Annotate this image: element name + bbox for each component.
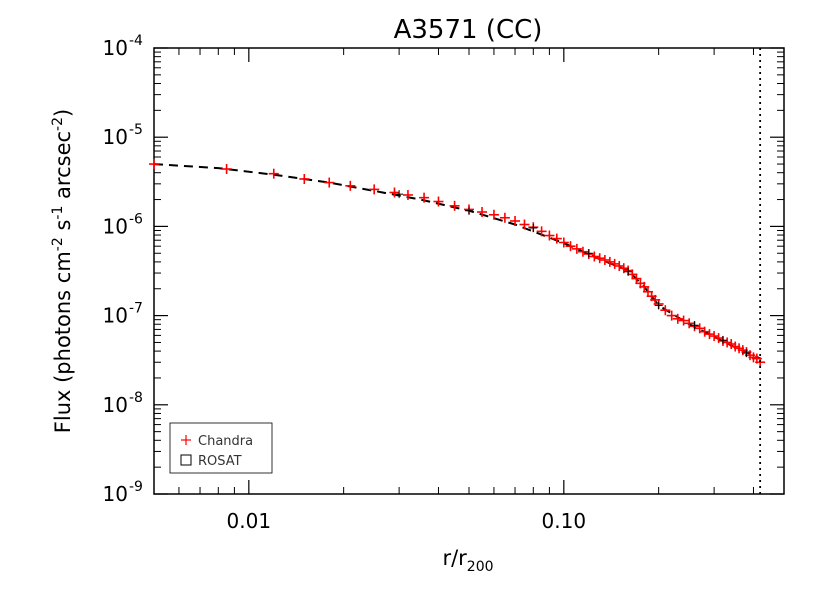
chandra-point: [609, 258, 620, 269]
chandra-point: [369, 184, 380, 195]
chandra-point: [684, 318, 695, 329]
rosat-point: [465, 206, 473, 215]
chandra-point: [678, 315, 689, 326]
y-axis-label-text: ): [51, 109, 75, 117]
legend-item-rosat: ROSAT: [180, 454, 242, 469]
chandra-point: [666, 310, 677, 321]
y-tick-label: 10: [103, 36, 128, 60]
y-axis-label-text: s: [51, 220, 75, 238]
chandra-point: [345, 180, 356, 191]
y-tick-label: 10: [103, 214, 128, 238]
x-tick-label: 0.01: [227, 509, 272, 533]
y-tick-exponent: -8: [129, 390, 143, 406]
y-tick-exponent: -6: [129, 211, 143, 227]
chandra-point: [389, 187, 400, 198]
x-tick-label: 0.10: [542, 509, 587, 533]
chandra-point: [571, 243, 582, 254]
rosat-point: [690, 321, 699, 330]
chandra-point: [699, 326, 710, 337]
y-axis-label-exponent: -1: [50, 206, 66, 220]
chandra-point: [510, 215, 521, 226]
y-axis-label-exponent: -2: [50, 117, 66, 131]
legend-item-chandra: Chandra: [181, 434, 253, 449]
chandra-point: [536, 226, 547, 237]
rosat-point: [718, 336, 727, 345]
chandra-point: [599, 255, 610, 266]
y-tick-label: 10: [103, 482, 128, 506]
chandra-point: [402, 189, 413, 200]
chandra-point: [544, 230, 555, 241]
x-axis-label: r/r200: [442, 546, 493, 575]
chandra-point: [594, 253, 605, 264]
chandra-point: [519, 219, 530, 230]
chandra-point: [449, 200, 460, 211]
y-axis-label-exponent: -2: [50, 237, 66, 251]
data-points-layer: [149, 159, 766, 368]
y-tick-exponent: -9: [129, 479, 143, 495]
rosat-point: [742, 349, 751, 358]
rosat-point: [624, 267, 633, 276]
chandra-point: [221, 164, 232, 175]
legend-label: ROSAT: [198, 454, 242, 469]
chandra-point: [755, 357, 766, 368]
chandra-point: [558, 237, 569, 248]
chandra-point: [499, 212, 510, 223]
rosat-point: [395, 190, 404, 199]
rosat-point: [584, 249, 593, 258]
chandra-point: [324, 177, 335, 188]
y-tick-exponent: -4: [129, 33, 143, 49]
chandra-point: [577, 246, 588, 257]
chandra-point: [660, 305, 671, 316]
chandra-point: [433, 196, 444, 207]
chandra-point: [565, 241, 576, 252]
rosat-point: [654, 301, 663, 310]
chandra-point: [604, 256, 615, 267]
y-tick-label: 10: [103, 393, 128, 417]
axis-ticks: 10-910-810-710-610-510 -40.01 0.10: [103, 33, 784, 533]
chandra-point: [672, 313, 683, 324]
chandra-point: [551, 233, 562, 244]
y-tick-label: 10: [103, 304, 128, 328]
chandra-point: [488, 209, 499, 220]
y-axis-label: Flux (photons cm-2 s-1 arcsec-2): [50, 109, 75, 433]
chandra-point: [618, 263, 629, 274]
chandra-point: [268, 168, 279, 179]
chandra-point: [709, 331, 720, 342]
chandra-point: [477, 207, 488, 218]
legend: Chandra ROSAT: [169, 422, 273, 474]
chandra-point: [704, 329, 715, 340]
x-axis-label-subscript: 200: [467, 559, 494, 575]
chandra-point: [299, 173, 310, 184]
chandra-point: [419, 192, 430, 203]
legend-square-marker: [180, 454, 192, 466]
x-axis-label-main: r/r: [442, 546, 467, 570]
model-curve-layer: [153, 163, 761, 360]
y-axis-label-text: Flux (photons cm: [51, 251, 75, 433]
chandra-point: [589, 251, 600, 262]
rosat-point: [529, 223, 538, 232]
chandra-point: [149, 159, 159, 170]
chart-title: A3571 (CC): [394, 15, 543, 45]
y-tick-exponent: -7: [129, 301, 143, 317]
model-dashed-curve: [153, 163, 761, 360]
y-tick-label: 10: [103, 125, 128, 149]
chandra-point: [614, 260, 625, 271]
legend-label: Chandra: [198, 434, 253, 449]
y-axis-label-text: arcsec: [51, 131, 75, 206]
y-tick-exponent: -5: [129, 122, 143, 138]
